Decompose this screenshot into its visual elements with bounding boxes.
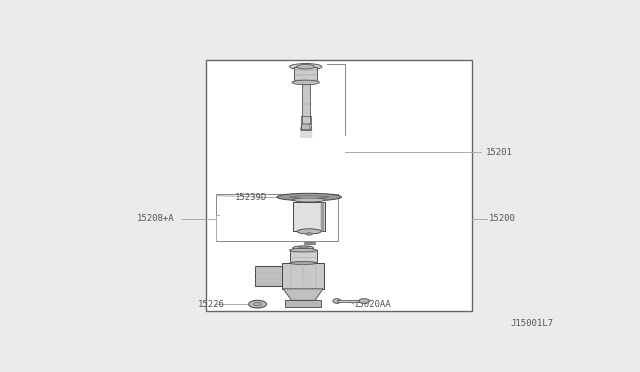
Bar [282, 263, 324, 289]
Bar [301, 84, 310, 124]
Text: 15239D: 15239D [235, 193, 267, 202]
Text: 15200: 15200 [489, 214, 516, 223]
Bar [216, 193, 338, 241]
Ellipse shape [248, 300, 266, 308]
Ellipse shape [333, 299, 341, 303]
Ellipse shape [292, 80, 319, 85]
Ellipse shape [359, 299, 370, 303]
Bar [337, 300, 359, 302]
Bar [285, 300, 321, 307]
Text: 15208+A: 15208+A [137, 214, 175, 223]
Polygon shape [284, 289, 323, 300]
Bar [307, 246, 311, 247]
Ellipse shape [289, 64, 322, 70]
Ellipse shape [297, 229, 321, 234]
Text: 15020AA: 15020AA [355, 300, 392, 309]
Bar [207, 60, 472, 311]
Ellipse shape [289, 248, 317, 252]
Ellipse shape [289, 262, 317, 264]
Ellipse shape [292, 246, 314, 250]
Bar [293, 202, 325, 231]
Ellipse shape [277, 193, 341, 201]
Text: 15201: 15201 [486, 148, 513, 157]
Ellipse shape [293, 198, 325, 202]
Text: 15226: 15226 [198, 300, 225, 309]
Polygon shape [301, 124, 310, 130]
Bar [255, 266, 282, 286]
Ellipse shape [298, 247, 308, 249]
Bar [301, 116, 310, 130]
Ellipse shape [297, 64, 314, 69]
Ellipse shape [253, 302, 262, 306]
Bar [304, 242, 315, 244]
Bar [294, 67, 317, 83]
Ellipse shape [290, 196, 328, 198]
Ellipse shape [306, 233, 312, 235]
Text: J15001L7: J15001L7 [511, 318, 554, 328]
Bar [289, 250, 317, 263]
